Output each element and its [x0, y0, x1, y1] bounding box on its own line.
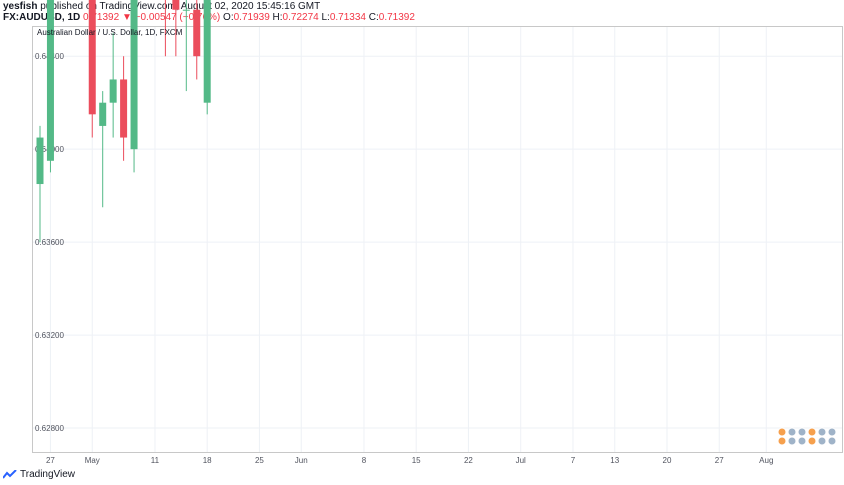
- x-tick-label: 25: [255, 456, 264, 465]
- x-tick-label: 13: [610, 456, 619, 465]
- candle-body[interactable]: [182, 9, 190, 11]
- candle-body[interactable]: [36, 137, 44, 185]
- event-marker-icon[interactable]: [797, 427, 807, 437]
- event-marker-icon[interactable]: [797, 436, 807, 446]
- high-key: H:: [272, 12, 283, 23]
- x-tick-label: Jul: [516, 456, 526, 465]
- candle-body[interactable]: [193, 9, 201, 57]
- x-tick-label: 11: [151, 456, 160, 465]
- last-price-label: 0.71392: [83, 12, 120, 23]
- event-marker-icon[interactable]: [817, 427, 827, 437]
- high-value: 0.72274: [282, 12, 319, 23]
- y-tick-label: 0.63600: [35, 238, 64, 247]
- x-tick-label: 27: [46, 456, 55, 465]
- close-key: C:: [368, 12, 379, 23]
- down-arrow-icon: ▼: [121, 12, 132, 23]
- candle-body[interactable]: [99, 102, 107, 126]
- candle-body[interactable]: [172, 0, 180, 10]
- x-tick-label: 22: [464, 456, 473, 465]
- event-marker-icon[interactable]: [777, 436, 787, 446]
- tradingview-logo-icon: [3, 469, 17, 479]
- open-value: 0.71939: [233, 12, 270, 23]
- chart-frame: [32, 26, 843, 453]
- publisher-name[interactable]: yesfish: [3, 1, 38, 12]
- event-marker-icon[interactable]: [807, 436, 817, 446]
- publish-line: yesfish published on TradingView.com, Au…: [3, 1, 320, 12]
- published-text: published on TradingView.com, August 02,…: [40, 1, 321, 12]
- open-key: O:: [223, 12, 234, 23]
- event-marker-icon[interactable]: [777, 427, 787, 437]
- x-tick-label: 15: [412, 456, 421, 465]
- event-marker-icon[interactable]: [807, 427, 817, 437]
- x-tick-label: Jun: [295, 456, 308, 465]
- x-tick-label: May: [85, 456, 100, 465]
- x-tick-label: 8: [362, 456, 367, 465]
- candle-body[interactable]: [203, 0, 211, 103]
- change-label: −0.00547 (−0.76%): [134, 12, 221, 23]
- chart-title: Australian Dollar / U.S. Dollar, 1D, FXC…: [37, 28, 183, 37]
- candle-body[interactable]: [88, 0, 96, 115]
- y-tick-label: 0.62800: [35, 424, 64, 433]
- x-tick-label: 20: [663, 456, 672, 465]
- candle-body[interactable]: [109, 79, 117, 103]
- x-tick-label: 27: [715, 456, 724, 465]
- x-tick-label: 7: [571, 456, 576, 465]
- y-tick-label: 0.63200: [35, 331, 64, 340]
- low-value: 0.71334: [329, 12, 366, 23]
- symbol-line: FX:AUDUSD, 1D 0.71392 ▼ −0.00547 (−0.76%…: [3, 12, 415, 23]
- event-marker-icon[interactable]: [817, 436, 827, 446]
- candle-body[interactable]: [46, 0, 54, 161]
- event-marker-icon[interactable]: [787, 436, 797, 446]
- symbol-label: FX:AUDUSD, 1D: [3, 12, 81, 23]
- candle-body[interactable]: [120, 79, 128, 138]
- x-tick-label: Aug: [759, 456, 773, 465]
- event-marker-icon[interactable]: [787, 427, 797, 437]
- tradingview-brand: TradingView: [20, 469, 76, 480]
- tradingview-footer[interactable]: TradingView: [3, 469, 75, 480]
- x-tick-label: 18: [203, 456, 212, 465]
- candle-body[interactable]: [130, 0, 138, 150]
- event-marker-icon[interactable]: [827, 436, 837, 446]
- low-key: L:: [321, 12, 330, 23]
- event-marker-icon[interactable]: [827, 427, 837, 437]
- close-value: 0.71392: [378, 12, 415, 23]
